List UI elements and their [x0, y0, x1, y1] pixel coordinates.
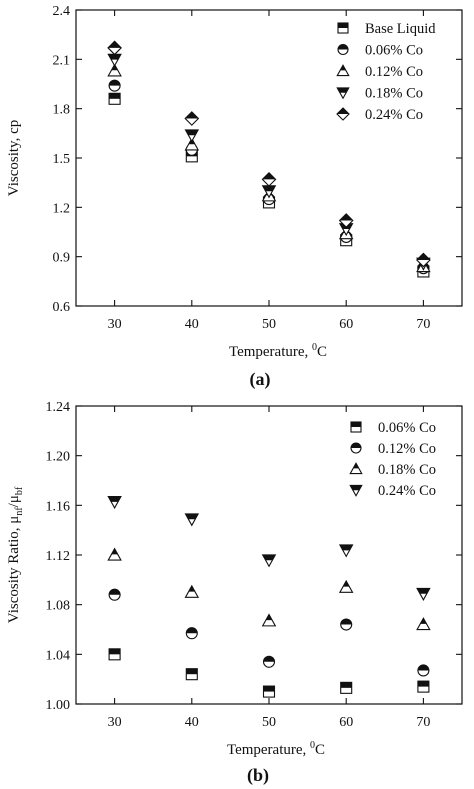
x-axis-label-b: Temperature, 0C — [227, 740, 325, 758]
legend-marker-circle — [337, 43, 349, 56]
legend-marker-triangle-up — [336, 64, 350, 77]
panel-a: 0.6 0.9 1.2 1.5 1.8 2.1 2.4 30 40 50 60 70 Base Liq… — [6, 4, 463, 390]
legend-label: 0.24% Co — [365, 107, 423, 123]
y-axis-label-a: Viscosity, cp — [6, 120, 22, 196]
y-tick-label: 1.2 — [53, 201, 71, 216]
legend-label: 0.18% Co — [378, 462, 436, 478]
y-tick-label: 1.04 — [46, 648, 71, 663]
data-point-circle — [108, 588, 121, 601]
data-point-square — [262, 685, 276, 698]
data-point-circle — [185, 627, 198, 640]
x-tick-label: 70 — [416, 715, 430, 730]
data-point-triangle-down — [184, 513, 200, 527]
x-tick-label: 50 — [262, 317, 276, 332]
data-point-square — [417, 680, 430, 693]
caption-b: (b) — [247, 765, 269, 786]
legend-b: 0.06% Co 0.12% Co 0.18% Co 0.24% Co — [349, 420, 436, 499]
data-point-circle — [340, 618, 353, 631]
legend-marker-triangle-up — [349, 462, 363, 475]
data-point-triangle-down — [338, 544, 354, 558]
data-point-triangle-up — [416, 617, 431, 631]
legend-label: 0.24% Co — [378, 483, 436, 499]
y-tick-label: 0.9 — [53, 251, 71, 266]
legend-label: 0.12% Co — [378, 441, 436, 457]
data-point-triangle-down — [107, 495, 122, 510]
data-point-diamond — [338, 213, 354, 228]
y-tick-label: 2.1 — [53, 53, 71, 68]
legend-marker-square — [350, 421, 362, 433]
ticks-a: 0.6 0.9 1.2 1.5 1.8 2.1 2.4 30 40 50 60 70 — [53, 4, 462, 332]
data-point-triangle-up — [107, 547, 122, 561]
data-point-triangle-up — [184, 584, 200, 598]
ticks-b: 1.00 1.04 1.08 1.12 1.16 1.20 1.24 30 40 50 60 70 — [46, 400, 462, 730]
legend-label: 0.12% Co — [365, 64, 423, 80]
x-tick-label: 50 — [262, 715, 276, 730]
x-axis-label-a: Temperature, 0C — [229, 342, 327, 360]
marks-a — [107, 40, 431, 278]
y-tick-label: 1.24 — [46, 400, 71, 415]
legend-marker-square — [337, 22, 349, 34]
legend-label: Base Liquid — [365, 21, 436, 37]
x-tick-label: 60 — [339, 317, 353, 332]
data-point-circle — [108, 79, 121, 92]
data-point-circle — [417, 664, 430, 677]
y-tick-label: 1.16 — [46, 499, 71, 514]
y-tick-label: 1.8 — [53, 103, 71, 118]
data-point-triangle-up — [261, 613, 277, 627]
x-tick-label: 70 — [416, 317, 430, 332]
data-point-square — [108, 648, 121, 661]
data-point-triangle-down — [261, 554, 277, 568]
y-tick-label: 2.4 — [53, 4, 71, 19]
x-tick-label: 30 — [108, 715, 122, 730]
x-tick-label: 40 — [185, 715, 199, 730]
y-tick-label: 1.00 — [46, 698, 71, 713]
x-tick-label: 40 — [185, 317, 199, 332]
marks-b — [107, 495, 431, 698]
data-point-triangle-down — [416, 587, 431, 601]
y-tick-label: 1.12 — [46, 549, 71, 564]
legend-label: 0.06% Co — [378, 420, 436, 436]
data-point-triangle-up — [338, 579, 354, 593]
legend-marker-circle — [350, 442, 362, 454]
data-point-triangle-up — [107, 63, 122, 77]
data-point-diamond — [416, 252, 431, 268]
y-axis-label-b: Viscosity Ratio, μnf/μbf — [6, 486, 25, 623]
data-point-square — [108, 92, 121, 105]
legend-label: 0.18% Co — [365, 86, 423, 102]
legend-marker-triangle-down — [349, 484, 363, 497]
data-point-diamond — [261, 172, 277, 187]
data-point-diamond — [107, 40, 122, 56]
y-tick-label: 1.5 — [53, 152, 71, 167]
y-tick-label: 0.6 — [53, 300, 71, 315]
legend-marker-diamond — [336, 107, 350, 121]
data-point-circle — [262, 655, 276, 668]
data-point-triangle-down — [184, 129, 200, 143]
caption-a: (a) — [250, 369, 271, 390]
y-tick-label: 1.08 — [46, 599, 71, 614]
legend-label: 0.06% Co — [365, 43, 423, 59]
data-point-square — [185, 668, 198, 681]
panel-b: 1.00 1.04 1.08 1.12 1.16 1.20 1.24 30 40 50 60 70 0… — [6, 400, 463, 786]
data-point-triangle-down — [107, 53, 122, 67]
x-tick-label: 30 — [108, 317, 122, 332]
data-point-diamond — [184, 111, 200, 126]
legend-a: Base Liquid 0.06% Co 0.12% Co 0.18% Co 0.24%… — [336, 21, 436, 123]
data-point-square — [340, 681, 353, 694]
legend-marker-triangle-down — [336, 87, 350, 100]
y-tick-label: 1.20 — [46, 450, 71, 465]
x-tick-label: 60 — [339, 715, 353, 730]
